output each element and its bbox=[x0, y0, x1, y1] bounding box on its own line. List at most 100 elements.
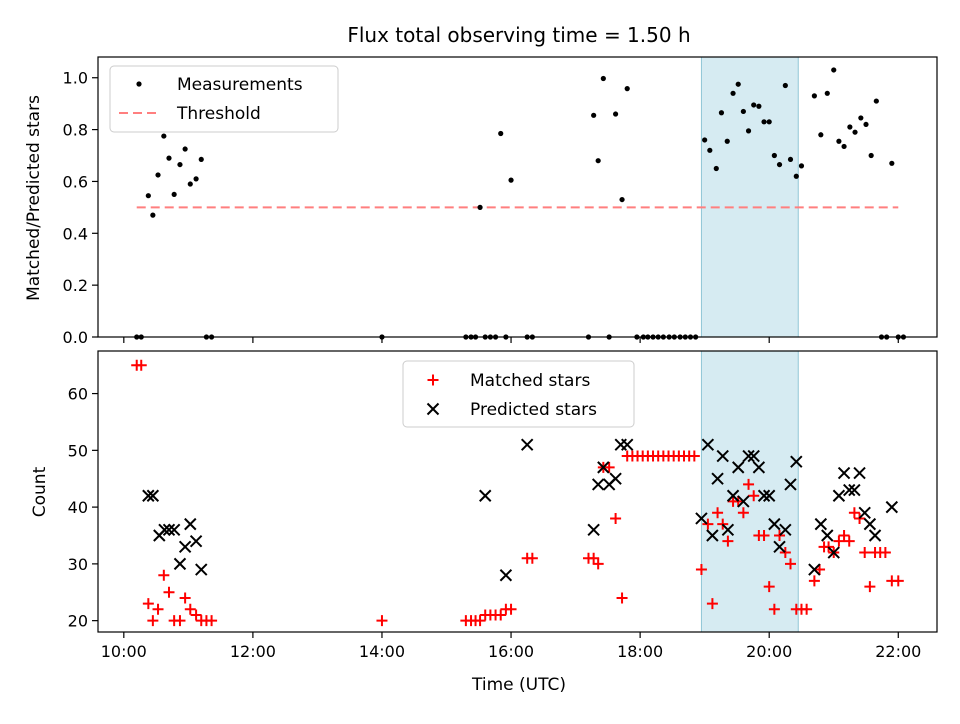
data-point bbox=[479, 489, 492, 502]
data-point bbox=[609, 472, 622, 485]
y-tick-label: 0.0 bbox=[63, 328, 88, 347]
data-point bbox=[818, 132, 824, 138]
data-point bbox=[135, 359, 147, 371]
top-y-axis-label: Matched/Predicted stars bbox=[24, 95, 44, 301]
data-point bbox=[827, 546, 840, 559]
data-point bbox=[474, 615, 486, 627]
data-point bbox=[713, 165, 719, 172]
data-point bbox=[771, 152, 777, 159]
data-point bbox=[841, 143, 847, 150]
data-point bbox=[863, 517, 877, 531]
data-point bbox=[808, 575, 820, 587]
data-point bbox=[178, 540, 192, 554]
data-point bbox=[198, 156, 204, 163]
data-point bbox=[748, 490, 760, 502]
data-point bbox=[784, 478, 797, 491]
data-point bbox=[621, 438, 634, 451]
data-point bbox=[184, 517, 197, 531]
data-point bbox=[824, 90, 830, 96]
data-point bbox=[752, 461, 766, 474]
data-point bbox=[179, 592, 191, 604]
data-point bbox=[740, 108, 746, 115]
y-tick-label: 0.8 bbox=[63, 121, 88, 140]
x-tick-label: 12:00 bbox=[230, 642, 276, 661]
data-point bbox=[716, 449, 729, 463]
data-point bbox=[619, 196, 625, 203]
data-point bbox=[206, 615, 218, 627]
axes-frame bbox=[97, 56, 938, 338]
data-point bbox=[848, 507, 860, 519]
data-point bbox=[701, 438, 715, 451]
y-tick-label: 0.4 bbox=[63, 224, 88, 243]
data-point bbox=[706, 529, 719, 542]
data-point bbox=[838, 529, 850, 541]
data-point bbox=[784, 558, 796, 570]
y-tick-label: 1.0 bbox=[63, 69, 88, 88]
data-point bbox=[477, 204, 483, 210]
data-point bbox=[505, 603, 517, 615]
x-tick-label: 18:00 bbox=[617, 642, 663, 661]
shaded-region bbox=[700, 56, 799, 338]
data-point bbox=[836, 138, 842, 144]
data-point bbox=[737, 507, 749, 519]
top-panel: 0.0 0.2 0.4 0.6 0.8 1.0 Measurements Threshold bbox=[63, 56, 938, 347]
data-point bbox=[166, 155, 172, 161]
data-point bbox=[859, 547, 871, 559]
data-point bbox=[147, 615, 159, 627]
data-point bbox=[730, 90, 736, 96]
data-point bbox=[837, 466, 851, 480]
data-point bbox=[868, 152, 874, 159]
data-point bbox=[193, 176, 199, 182]
data-point bbox=[879, 547, 891, 559]
data-point bbox=[173, 557, 187, 571]
data-point bbox=[174, 615, 186, 627]
data-point bbox=[821, 529, 834, 542]
data-point bbox=[718, 110, 725, 116]
series-0 bbox=[131, 359, 904, 627]
data-point bbox=[498, 130, 504, 137]
data-point bbox=[612, 111, 619, 117]
data-point bbox=[587, 523, 600, 537]
data-point bbox=[758, 529, 770, 541]
data-point bbox=[142, 489, 155, 502]
data-point bbox=[146, 489, 160, 502]
bottom-y-axis-label: Count bbox=[30, 466, 50, 517]
legend: Matched stars Predicted stars bbox=[402, 360, 635, 428]
x-tick-label: 14:00 bbox=[359, 642, 405, 661]
data-point bbox=[616, 592, 628, 604]
data-point bbox=[163, 586, 175, 598]
data-point bbox=[526, 552, 538, 564]
legend-marker-predicted bbox=[426, 402, 440, 416]
legend-label-predicted: Predicted stars bbox=[470, 400, 597, 420]
data-point bbox=[695, 512, 708, 525]
data-point bbox=[858, 506, 871, 519]
data-point bbox=[852, 129, 858, 135]
data-point bbox=[187, 181, 193, 187]
data-point bbox=[751, 102, 757, 108]
chart-title: Flux total observing time = 1.50 h bbox=[347, 23, 690, 47]
legend-label-threshold: Threshold bbox=[176, 104, 261, 124]
data-point bbox=[624, 86, 630, 92]
x-tick-label: 22:00 bbox=[875, 642, 921, 661]
data-point bbox=[745, 128, 752, 134]
data-point bbox=[892, 575, 904, 587]
data-point bbox=[688, 450, 700, 462]
data-point bbox=[885, 500, 899, 514]
data-point bbox=[155, 172, 161, 178]
data-point bbox=[499, 569, 513, 582]
data-point bbox=[790, 455, 803, 468]
data-point bbox=[142, 598, 154, 610]
data-point bbox=[779, 523, 792, 537]
data-point bbox=[756, 103, 762, 109]
x-tick-label: 10:00 bbox=[101, 642, 147, 661]
data-point bbox=[814, 517, 828, 531]
x-tick-label: 16:00 bbox=[488, 642, 534, 661]
data-point bbox=[711, 472, 724, 485]
y-tick-label: 40 bbox=[68, 498, 88, 517]
data-point bbox=[695, 564, 707, 576]
data-point bbox=[782, 82, 788, 89]
data-point bbox=[843, 483, 856, 497]
data-point bbox=[808, 563, 821, 576]
data-point bbox=[603, 461, 615, 473]
x-axis-label: Time (UTC) bbox=[471, 675, 566, 695]
